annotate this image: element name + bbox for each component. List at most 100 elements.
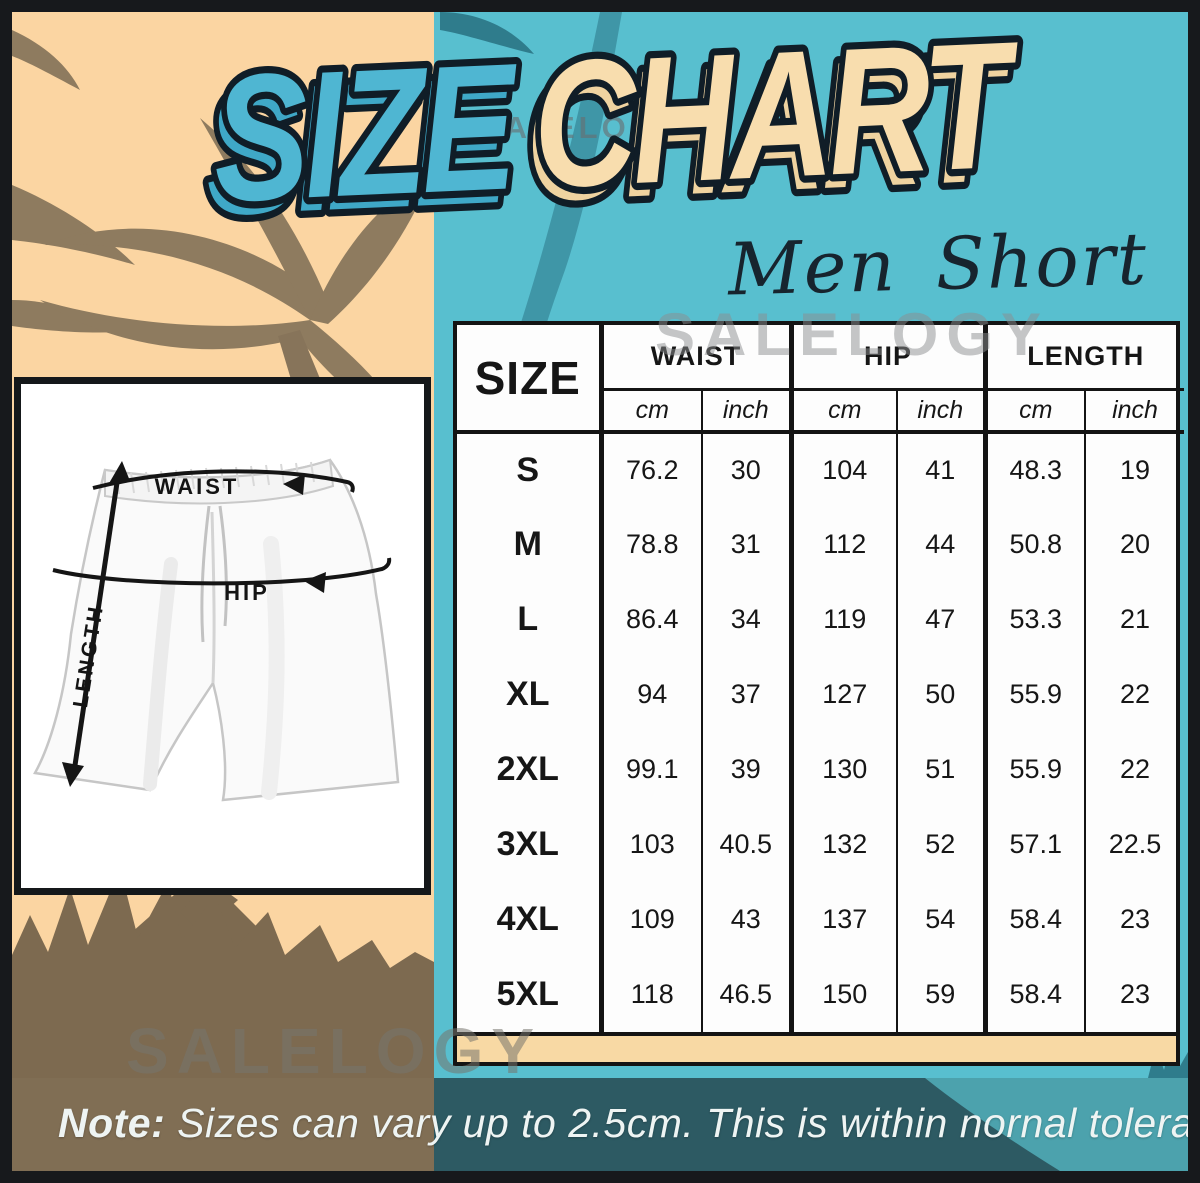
waist-cm-cell: 78.8	[598, 507, 702, 582]
table-row: M 78.8 31 112 44 50.8 20	[457, 507, 1185, 582]
waist-inch-cell: 43	[701, 882, 791, 957]
table-footer-strip	[457, 1032, 1176, 1062]
hip-inch-cell: 50	[895, 657, 986, 732]
hip-label: HIP	[224, 580, 270, 605]
size-cell: M	[513, 525, 542, 563]
length-inch-cell: 21	[1084, 582, 1185, 657]
table-units-row: cm inch cm inch cm inch	[457, 389, 1185, 434]
waist-cm-cell: 118	[598, 957, 702, 1032]
title-text: SIZECHART	[209, 4, 1025, 240]
table-row: L 86.4 34 119 47 53.3 21	[457, 582, 1185, 657]
title-word-chart: CHART	[529, 4, 1025, 226]
hip-inch-cell: 41	[895, 432, 986, 507]
hip-cm-cell: 104	[788, 432, 897, 507]
length-cm-cell: 58.4	[982, 957, 1086, 1032]
hip-group-header: HIP	[788, 325, 986, 391]
shorts-diagram: WAIST HIP LENGTH	[14, 377, 431, 895]
length-cm-cell: 57.1	[982, 807, 1086, 882]
waist-inch-cell: 30	[701, 432, 791, 507]
note: Note: Sizes can vary up to 2.5cm. This i…	[58, 1100, 1200, 1147]
unit-header-inch: inch	[701, 389, 791, 434]
size-chart-table: SIZE WAIST HIP LENGTH cm inch cm inch cm…	[453, 321, 1185, 1066]
waist-group-header: WAIST	[598, 325, 791, 391]
length-cm-cell: 53.3	[982, 582, 1086, 657]
length-cm-cell: 58.4	[982, 882, 1086, 957]
hip-inch-cell: 54	[895, 882, 986, 957]
unit-header-inch: inch	[895, 389, 986, 434]
hip-inch-cell: 52	[895, 807, 986, 882]
hip-inch-cell: 51	[895, 732, 986, 807]
waist-inch-cell: 34	[701, 582, 791, 657]
waist-arrowhead-icon	[283, 474, 305, 495]
length-inch-cell: 23	[1084, 957, 1185, 1032]
length-arrowhead-icon	[108, 461, 130, 485]
waist-inch-cell: 39	[701, 732, 791, 807]
waist-measure-arrow	[92, 469, 355, 493]
note-band-left	[12, 1078, 434, 1171]
note-text: Sizes can vary up to 2.5cm. This is with…	[165, 1100, 1200, 1146]
length-arrowhead-icon	[62, 762, 84, 787]
table-row: 3XL 103 40.5 132 52 57.1 22.5	[457, 807, 1185, 882]
size-cell: 3XL	[496, 825, 559, 863]
length-cm-cell: 48.3	[982, 432, 1086, 507]
unit-header-inch: inch	[1084, 389, 1185, 434]
waist-cm-cell: 76.2	[598, 432, 702, 507]
length-inch-cell: 22	[1084, 657, 1185, 732]
fly-seam	[210, 511, 216, 684]
length-inch-cell: 19	[1084, 432, 1185, 507]
watermark: SALELOGY	[655, 301, 1050, 368]
drawstring	[200, 505, 211, 643]
waist-label: WAIST	[155, 474, 240, 499]
hip-cm-cell: 119	[788, 582, 897, 657]
table-row: 4XL 109 43 137 54 58.4 23	[457, 882, 1185, 957]
hip-inch-cell: 44	[895, 507, 986, 582]
table-row: 2XL 99.1 39 130 51 55.9 22	[457, 732, 1185, 807]
subtitle: Men Short	[726, 216, 1150, 312]
drawstring	[218, 505, 228, 627]
size-cell: XL	[506, 675, 550, 713]
table-row: 5XL 118 46.5 150 59 58.4 23	[457, 957, 1185, 1032]
length-cm-cell: 50.8	[982, 507, 1086, 582]
size-cell: 4XL	[496, 900, 559, 938]
waist-inch-cell: 31	[701, 507, 791, 582]
waist-inch-cell: 37	[701, 657, 791, 732]
unit-header-cm: cm	[788, 389, 897, 434]
island-shape-icon	[925, 1078, 1188, 1171]
hip-cm-cell: 112	[788, 507, 897, 582]
unit-header-cm: cm	[982, 389, 1086, 434]
watermark: SALELOGY	[126, 1015, 543, 1087]
waist-cm-cell: 99.1	[598, 732, 702, 807]
length-inch-cell: 22	[1084, 732, 1185, 807]
hip-cm-cell: 150	[788, 957, 897, 1032]
size-table-grid: SIZE WAIST HIP LENGTH cm inch cm inch cm…	[457, 325, 1185, 1032]
waist-cm-cell: 94	[598, 657, 702, 732]
hip-inch-cell: 59	[895, 957, 986, 1032]
length-inch-cell: 22.5	[1084, 807, 1185, 882]
shorts-illustration: WAIST HIP LENGTH	[33, 458, 400, 802]
table-row: XL 94 37 127 50 55.9 22	[457, 657, 1185, 732]
waist-cm-cell: 103	[598, 807, 702, 882]
size-cell: 2XL	[496, 750, 559, 788]
length-cm-cell: 55.9	[982, 732, 1086, 807]
waist-inch-cell: 46.5	[701, 957, 791, 1032]
size-cell: L	[517, 600, 539, 638]
size-cell: 5XL	[496, 975, 559, 1013]
title-word-size: SIZE	[209, 26, 524, 240]
length-measure-arrow	[71, 475, 121, 773]
table-row: S 76.2 30 104 41 48.3 19	[457, 432, 1185, 507]
length-cm-cell: 55.9	[982, 657, 1086, 732]
hip-cm-cell: 132	[788, 807, 897, 882]
waist-inch-cell: 40.5	[701, 807, 791, 882]
hip-cm-cell: 130	[788, 732, 897, 807]
note-label: Note:	[58, 1100, 166, 1146]
length-inch-cell: 20	[1084, 507, 1185, 582]
watermark: SALELOGY	[480, 110, 683, 145]
unit-header-cm: cm	[598, 389, 702, 434]
size-column-header: SIZE	[457, 325, 601, 434]
hip-cm-cell: 127	[788, 657, 897, 732]
title-extrusion: SIZECHART	[201, 18, 1017, 254]
length-inch-cell: 23	[1084, 882, 1185, 957]
size-cell: S	[516, 451, 540, 489]
waist-cm-cell: 86.4	[598, 582, 702, 657]
